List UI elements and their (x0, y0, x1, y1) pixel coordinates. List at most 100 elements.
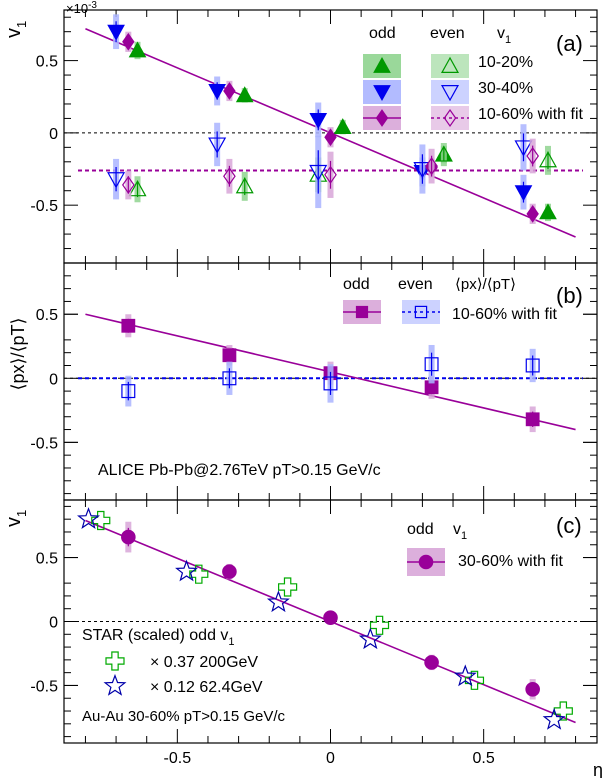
odd-point (122, 32, 135, 51)
alice-point (323, 610, 338, 625)
odd-point (222, 348, 237, 363)
legend-c-star-title: STAR (scaled) odd v1 (82, 627, 235, 648)
legend-b-odd: odd (343, 276, 370, 293)
even-point (525, 358, 540, 373)
odd-point (514, 185, 533, 202)
odd-point (333, 118, 352, 135)
alice-point (222, 564, 237, 579)
y-tick-label: 0 (49, 126, 58, 143)
y-tick-label: 0.5 (36, 307, 58, 324)
odd-point (107, 24, 125, 41)
odd-point (309, 112, 328, 129)
legend-a-row-1020: 10-20% (478, 54, 533, 71)
odd-point (128, 41, 147, 58)
legend-odd-marker (373, 56, 391, 73)
panel-a-ylabel: v1 (3, 21, 29, 38)
panel-c: -0.5 0 0.5 -0.5 0 0.5 (30, 500, 597, 767)
even-point (235, 177, 254, 194)
star62-point (77, 507, 100, 529)
panel-b: -0.5 0 0.5 (30, 263, 597, 500)
legend-c-v1: v1 (453, 521, 467, 542)
x-tick-label: 0 (326, 750, 335, 767)
star200-point (189, 564, 209, 584)
panel-a: -0.5 0 0.5 (30, 10, 597, 264)
even-point (121, 384, 136, 399)
panel-b-ylabel: ⟨px⟩/⟨pT⟩ (8, 317, 28, 390)
legend-even-marker (440, 84, 460, 102)
star62-point (453, 664, 477, 687)
legend-c-star62: × 0.12 62.4GeV (150, 679, 263, 696)
odd-point (223, 82, 236, 100)
even-point (514, 140, 533, 157)
y-tick-label: -0.5 (30, 198, 58, 215)
star200-point (91, 510, 111, 531)
panel-c-annotation: Au-Au 30-60% pT>0.15 GeV/c (82, 708, 286, 725)
odd-point (324, 128, 337, 147)
panel-b-annotation: ALICE Pb-Pb@2.76TeV pT>0.15 GeV/c (98, 462, 381, 479)
even-point (128, 180, 147, 197)
star62-point (542, 707, 566, 730)
even-point (223, 167, 236, 186)
y-tick-label: 0.5 (36, 54, 58, 71)
even-point (413, 162, 432, 179)
panel-a-labels: (a) ×10-3 v1 odd even v1 10-20% 30-40% 1… (3, 0, 583, 123)
legend-even-marker (414, 305, 428, 319)
legend-a-odd: odd (369, 25, 396, 42)
panel-b-id: (b) (556, 283, 583, 308)
x-tick-label: -0.5 (164, 750, 192, 767)
y-tick-label: 0 (49, 615, 58, 632)
odd-point (539, 203, 557, 220)
star200-point (278, 577, 298, 597)
panel-a-yscale: ×10-3 (66, 0, 97, 16)
legend-even-marker (443, 108, 457, 128)
odd-point (526, 204, 539, 223)
odd-point (208, 84, 227, 100)
panel-c-xlabel: η (593, 760, 603, 778)
star62-point (175, 559, 199, 582)
legend-a-row-3040: 30-40% (478, 80, 533, 97)
even-point (324, 165, 337, 184)
legend-star62-marker (103, 673, 127, 696)
panel-c-labels: (c) v1 odd v1 30-60% with fit STAR (scal… (3, 510, 603, 778)
y-tick-label: 0.5 (36, 551, 58, 568)
even-point (526, 146, 540, 166)
legend-b-row: 10-60% with fit (452, 306, 557, 323)
even-point (538, 151, 558, 168)
legend-b-even: even (398, 276, 433, 293)
star200-point (369, 615, 390, 635)
star62-point (266, 590, 290, 613)
even-point (121, 175, 135, 194)
even-point (309, 164, 328, 182)
even-point (434, 145, 453, 162)
star200-point (553, 701, 573, 721)
x-tick-label: 0.5 (473, 750, 495, 767)
legend-b-ratio: ⟨px⟩/⟨pT⟩ (455, 276, 516, 293)
legend-c-odd: odd (407, 521, 434, 538)
even-point (425, 157, 438, 176)
even-point (424, 357, 439, 372)
legend-a-even: even (430, 25, 465, 42)
odd-point (525, 412, 540, 427)
even-point (323, 376, 338, 391)
even-point (208, 137, 227, 154)
panel-a-id: (a) (556, 31, 583, 56)
odd-point (235, 86, 254, 103)
legend-c-row: 30-60% with fit (458, 553, 563, 570)
legend-odd-marker (373, 85, 391, 102)
alice-point (121, 529, 136, 545)
legend-a-row-1060: 10-60% with fit (478, 106, 583, 123)
even-point (222, 371, 237, 386)
alice-point (525, 681, 540, 697)
even-point (107, 172, 126, 189)
panel-c-ylabel: v1 (3, 510, 29, 527)
legend-odd-marker (418, 554, 434, 570)
panel-b-labels: (b) ⟨px⟩/⟨pT⟩ odd even ⟨px⟩/⟨pT⟩ 10-60% … (8, 276, 583, 479)
odd-point (121, 318, 136, 333)
legend-c-star200: × 0.37 200GeV (150, 654, 258, 671)
y-tick-label: -0.5 (30, 435, 58, 452)
legend-star200-marker (105, 651, 125, 671)
alice-point (424, 655, 439, 670)
star200-point (464, 670, 485, 690)
legend-odd-marker (355, 305, 369, 319)
